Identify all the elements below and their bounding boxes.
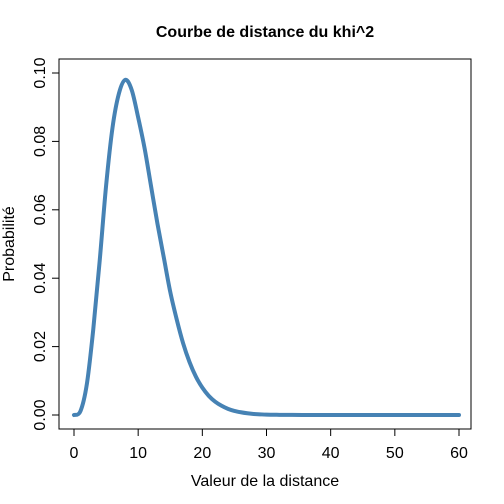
y-tick-label: 0.08	[32, 126, 49, 157]
x-tick-label: 0	[70, 445, 79, 462]
y-tick-label: 0.04	[32, 263, 49, 294]
y-tick-label: 0.10	[32, 57, 49, 88]
chart-title: Courbe de distance du khi^2	[156, 24, 374, 41]
x-tick-label: 10	[129, 445, 147, 462]
x-tick-label: 20	[193, 445, 211, 462]
y-axis-label: Probabilité	[1, 206, 18, 282]
y-tick-label: 0.06	[32, 194, 49, 225]
x-tick-label: 30	[258, 445, 276, 462]
x-tick-label: 60	[450, 445, 468, 462]
series-line	[72, 77, 461, 418]
x-tick-label: 40	[322, 445, 340, 462]
y-axis: 0.00 0.02 0.04 0.06 0.08 0.10	[32, 57, 60, 431]
x-axis: 0 10 20 30 40 50 60	[70, 428, 468, 462]
y-tick-label: 0.02	[32, 331, 49, 362]
y-tick-label: 0.00	[32, 399, 49, 430]
plot-frame	[58, 58, 472, 430]
x-tick-label: 50	[386, 445, 404, 462]
series-layer	[72, 77, 461, 418]
x-axis-label: Valeur de la distance	[191, 473, 339, 490]
